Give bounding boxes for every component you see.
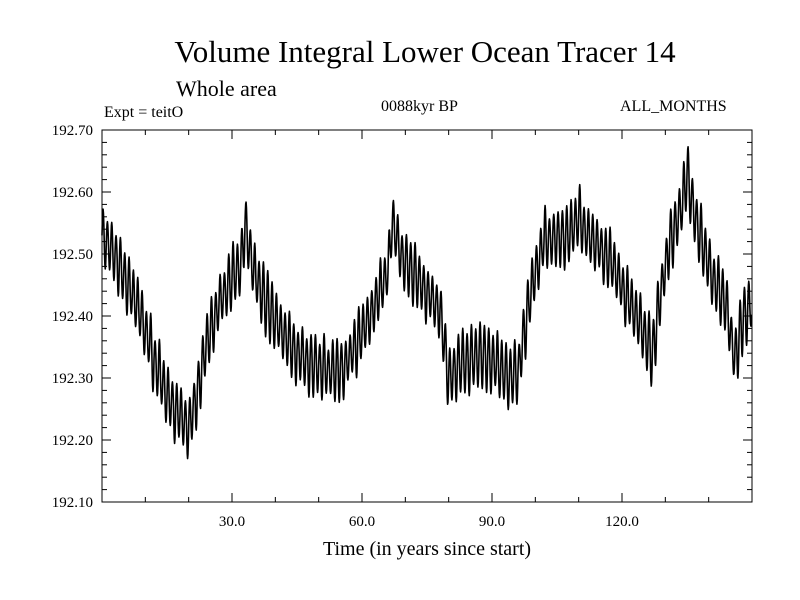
x-tick-label: 90.0 [479, 514, 505, 530]
y-axis: 192.10 192.20 192.30 192.40 192.50 192.60 192.… [52, 123, 752, 511]
x-axis: 30.0 60.0 90.0 120.0 [144, 130, 710, 530]
chart-subtitle: Whole area [176, 76, 277, 101]
x-axis-label: Time (in years since start) [323, 538, 531, 560]
y-tick-label: 192.10 [52, 495, 93, 511]
months-label: ALL_MONTHS [620, 98, 727, 115]
y-tick-label: 192.50 [52, 247, 93, 263]
y-tick-label: 192.60 [52, 185, 93, 201]
x-tick-label: 120.0 [605, 514, 639, 530]
y-tick-label: 192.40 [52, 309, 93, 325]
series-line [101, 146, 753, 460]
y-tick-label: 192.70 [52, 123, 93, 139]
chart-title: Volume Integral Lower Ocean Tracer 14 [174, 34, 676, 69]
y-tick-label: 192.30 [52, 371, 93, 387]
x-tick-label: 60.0 [349, 514, 375, 530]
x-tick-label: 30.0 [219, 514, 245, 530]
experiment-label: Expt = teitO [104, 104, 184, 121]
period-label: 0088kyr BP [381, 98, 458, 115]
y-tick-label: 192.20 [52, 433, 93, 449]
